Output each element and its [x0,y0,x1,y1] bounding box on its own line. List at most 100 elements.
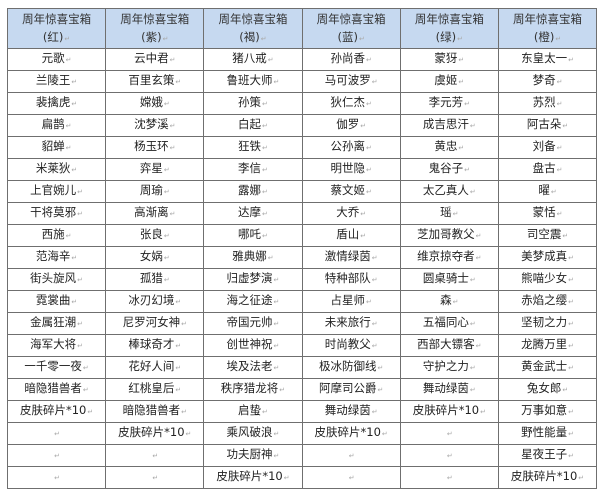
table-cell: 杨玉环 [105,136,205,159]
cell-text: 李元芳 [429,95,470,109]
cell-text: 高渐离 [134,205,175,219]
cell-text: 成吉思汗 [423,117,476,131]
table-cell: 维京掠夺者 [399,246,499,269]
cell-text: 时尚教父 [325,337,378,351]
cell-text [151,447,158,461]
cell-text: 弈星 [140,161,170,175]
table-cell: 阿古朵 [497,114,598,137]
table-cell: 鬼谷子 [399,158,499,181]
table-cell: 百里玄策 [105,70,205,93]
header-title: 周年惊喜宝箱 [22,11,92,26]
cell-text: 刘备 [533,139,563,153]
table-row: 裴擒虎 嫦娥 孙策 狄仁杰 李元芳 苏烈 [6,92,598,115]
cell-text: 貂蝉 [42,139,72,153]
table-cell: 暗隐猎兽者 [6,378,107,401]
cell-text: 阿古朵 [527,117,568,131]
cell-text: 皮肤碎片*10 [315,425,388,439]
table-cell: 扁鹊 [6,114,107,137]
cell-text: 埃及法老 [227,359,280,373]
cell-text: 熊喵少女 [521,271,574,285]
cell-text: 乘风破浪 [227,425,280,439]
table-cell: 皮肤碎片*10 [301,422,401,445]
table-cell: 黄金武士 [497,356,598,379]
table-cell: 高渐离 [105,202,205,225]
table-cell: 启蛰 [203,400,303,423]
cell-text [53,425,60,439]
cell-text: 皮肤碎片*10 [413,403,486,417]
cell-text: 梦奇 [533,73,563,87]
cell-text: 孙策 [238,95,268,109]
table-cell: 李信 [203,158,303,181]
cell-text: 太乙真人 [423,183,476,197]
table-cell: 孙尚香 [301,48,401,71]
table-cell: 云中君 [105,48,205,71]
cell-text: 极冰防御线 [319,359,383,373]
cell-text: 冰刃幻境 [128,293,181,307]
header-color: (褐) [204,28,301,48]
table-cell: 熊喵少女 [497,268,598,291]
column-header: 周年惊喜宝箱 (红) [6,8,107,49]
table-cell: 秩序猎龙将 [203,378,303,401]
header-title: 周年惊喜宝箱 [414,11,484,26]
table-cell: 马可波罗 [301,70,401,93]
table-cell: 圆桌骑士 [399,268,499,291]
table-cell: 梦奇 [497,70,598,93]
cell-text: 张良 [140,227,170,241]
table-row: 干将莫邪 高渐离 达摩 大乔 瑶 蒙恬 [6,202,598,225]
table-cell: 孙策 [203,92,303,115]
table-cell: 弈星 [105,158,205,181]
table-cell: 裴擒虎 [6,92,107,115]
cell-text: 猪八戒 [232,51,273,65]
cell-text: 蔡文姬 [330,183,371,197]
table-cell: 乘风破浪 [203,422,303,445]
table-cell: 红桃皇后 [105,378,205,401]
cell-text: 沈梦溪 [134,117,175,131]
table-row: 范海辛 女娲 雅典娜 激情绿茵 维京掠夺者 美梦成真 [6,246,598,269]
cell-text: 狂铁 [238,139,268,153]
cell-text: 蒙恬 [533,205,563,219]
table-row: 海军大将 棒球奇才 创世神祝 时尚教父 西部大镖客 龙腾万里 [6,334,598,357]
table-cell: 阿摩司公爵 [301,378,401,401]
table-cell: 元歌 [6,48,107,71]
cell-text: 周瑜 [140,183,170,197]
table-cell: 皮肤碎片*10 [105,422,205,445]
cell-text: 街头旋风 [30,271,83,285]
column-header: 周年惊喜宝箱 (褐) [203,8,303,49]
cell-text: 东皇太一 [521,51,574,65]
table-cell: 太乙真人 [399,180,499,203]
table-row: 街头旋风 孤猎 归虚梦演 特种部队 圆桌骑士 熊喵少女 [6,268,598,291]
cell-text: 扁鹊 [42,117,72,131]
table-cell: 嫦娥 [105,92,205,115]
table-row: 金属狂潮 尼罗河女神 帝国元帅 未来旅行 五福同心 坚韧之力 [6,312,598,335]
table-row: 一千零一夜 花好人间 埃及法老 极冰防御线 守护之力 黄金武士 [6,356,598,379]
cell-text: 雅典娜 [232,249,273,263]
table-cell: 归虚梦演 [203,268,303,291]
cell-text: 干将莫邪 [30,205,83,219]
table-row: 貂蝉 杨玉环 狂铁 公孙离 黄忠 刘备 [6,136,598,159]
table-cell: 美梦成真 [497,246,598,269]
cell-text: 西施 [42,227,72,241]
cell-text: 守护之力 [423,359,476,373]
table-cell: 棒球奇才 [105,334,205,357]
cell-text: 狄仁杰 [330,95,371,109]
cell-text: 龙腾万里 [521,337,574,351]
table-cell [6,422,107,445]
cell-text: 创世神祝 [227,337,280,351]
cell-text: 虞姬 [434,73,464,87]
header-title: 周年惊喜宝箱 [120,11,190,26]
table-cell: 坚韧之力 [497,312,598,335]
table-cell: 貂蝉 [6,136,107,159]
table-cell: 黄忠 [399,136,499,159]
table-cell [399,444,499,467]
cell-text [348,447,355,461]
cell-text [151,469,158,483]
cell-text: 归虚梦演 [227,271,280,285]
cell-text: 明世隐 [330,161,371,175]
table-cell: 伽罗 [301,114,401,137]
cell-text: 百里玄策 [128,73,181,87]
cell-text: 阿摩司公爵 [319,381,383,395]
cell-text: 坚韧之力 [521,315,574,329]
table-cell: 未来旅行 [301,312,401,335]
table-cell: 西施 [6,224,107,247]
cell-text: 棒球奇才 [128,337,181,351]
